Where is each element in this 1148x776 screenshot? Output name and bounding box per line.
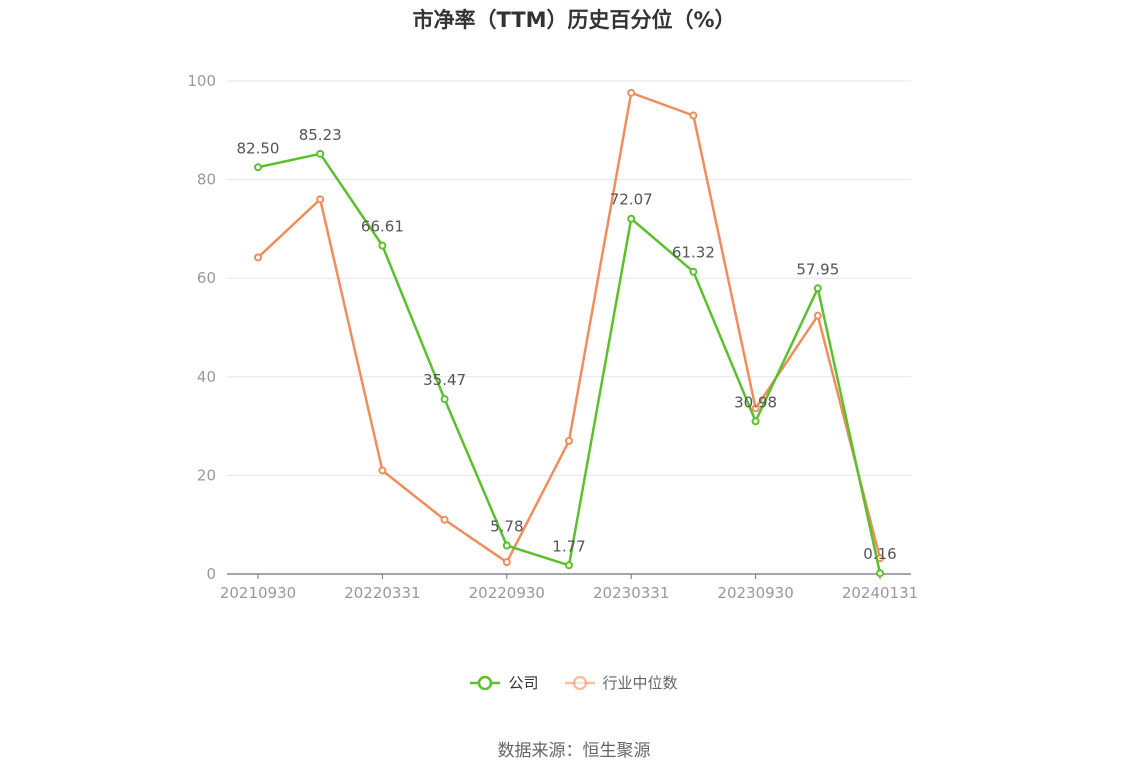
y-tick-label: 80 [197,171,216,189]
data-point-industry[interactable] [689,111,698,120]
data-point-company[interactable] [689,267,698,276]
data-label: 82.50 [237,139,280,157]
data-labels: 82.50 85.23 66.61 35.47 5.78 1.77 72.07 61.32 30… [237,126,897,563]
data-point-company[interactable] [378,241,387,250]
grid-lines [227,80,911,476]
data-point-industry[interactable] [751,404,760,413]
data-point-industry[interactable] [565,436,573,445]
y-tick-label: 40 [197,368,216,386]
data-label: 57.95 [796,260,839,278]
data-point-company[interactable] [254,163,262,172]
data-point-industry[interactable] [502,558,511,567]
legend-marker-company [470,675,501,690]
data-point-company[interactable] [440,395,449,404]
data-point-industry[interactable] [378,466,387,475]
y-tick-label: 60 [197,269,216,287]
data-source: 数据来源：恒生聚源 [497,741,651,761]
data-point-industry[interactable] [254,253,262,262]
y-tick-label: 0 [206,565,216,583]
x-tick-label: 20230331 [593,584,669,602]
legend-item-industry[interactable]: 行业中位数 [564,672,678,693]
legend-label-company: 公司 [508,674,539,692]
legend: 公司 行业中位数 [0,672,1148,693]
data-label: 61.32 [672,244,715,262]
data-label: 85.23 [299,126,342,144]
data-point-company[interactable] [502,541,511,550]
x-tick-label: 20220930 [469,584,545,602]
y-tick-label: 20 [197,466,216,484]
data-label: 35.47 [423,371,466,389]
data-point-company[interactable] [627,214,636,223]
data-point-company[interactable] [565,561,573,570]
chart-title: 市净率（TTM）历史百分位（%） [412,8,736,32]
data-label: 0.16 [863,545,896,563]
y-tick-label: 100 [187,72,216,90]
data-point-industry[interactable] [813,311,822,320]
data-point-industry[interactable] [316,195,325,204]
x-tick-label: 20240131 [842,584,918,602]
x-tick-label: 20220331 [344,584,420,602]
data-label: 66.61 [361,218,404,236]
data-point-company[interactable] [876,569,884,578]
x-tick-label: 20210930 [220,584,296,602]
data-point-industry[interactable] [627,88,636,97]
axes: 0 20 40 60 80 100 20210930 20220331 20220930 2023… [187,72,918,602]
legend-item-company[interactable]: 公司 [470,672,539,693]
data-point-company[interactable] [316,149,325,158]
data-point-company[interactable] [813,284,822,293]
legend-marker-industry [564,675,595,690]
data-label: 5.78 [490,518,523,536]
data-label: 72.07 [610,191,653,209]
series-lines [254,88,884,578]
data-point-industry[interactable] [440,515,449,524]
data-label: 30.98 [734,393,777,411]
data-label: 1.77 [552,537,585,555]
series-line-industry [257,91,882,564]
data-point-company[interactable] [751,417,760,426]
x-tick-label: 20230930 [717,584,793,602]
legend-label-industry: 行业中位数 [602,674,678,692]
